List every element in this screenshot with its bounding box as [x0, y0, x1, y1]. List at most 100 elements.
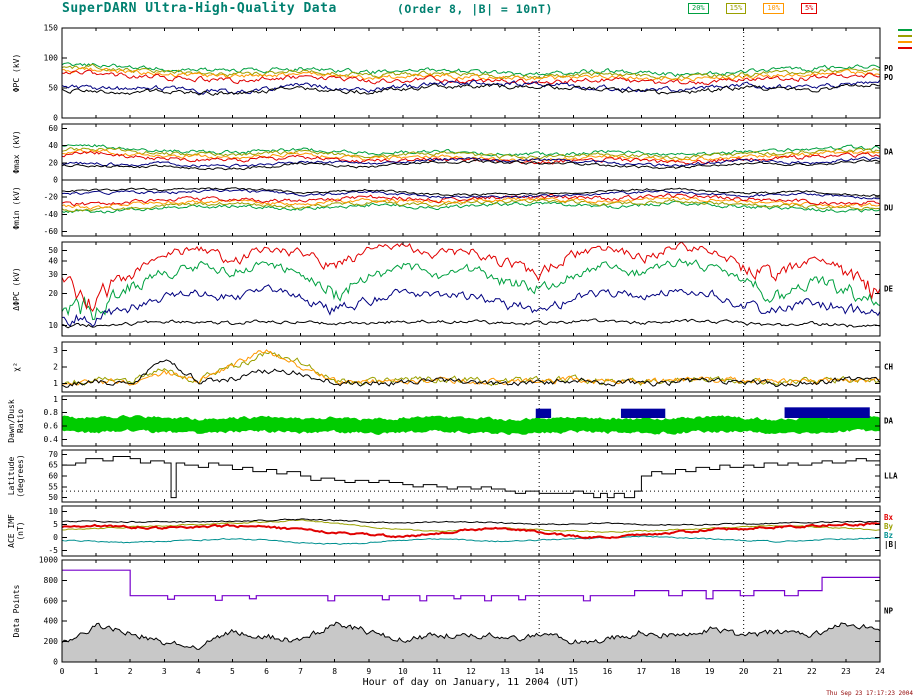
x-tick-label: 6 [264, 667, 269, 676]
right-label: DU [884, 204, 894, 213]
x-tick-label: 8 [332, 667, 337, 676]
panel-frame [61, 505, 881, 557]
x-tick-label: 1 [94, 667, 99, 676]
right-label: DE [884, 285, 894, 294]
series-chi [61, 359, 881, 388]
panel-phi-max: 0 20 40 60 DA [48, 123, 894, 185]
y-tick-label: 1000 [39, 556, 58, 565]
y-tick-label: 50 [48, 246, 58, 255]
percent-legend: 20% 15% 10% 5% [688, 3, 818, 14]
x-tick-label: 14 [534, 667, 544, 676]
y-tick-label: 0 [53, 176, 58, 185]
y-tick-label: 0 [53, 533, 58, 542]
x-tick-label: 13 [500, 667, 510, 676]
right-label: DA [884, 148, 894, 157]
y-tick-label: 100 [44, 54, 59, 63]
series-15pct [61, 63, 881, 81]
x-tick-label: 24 [875, 667, 885, 676]
series-model-a [61, 284, 881, 328]
y-tick-label: 5 [53, 520, 58, 529]
series-ratio-band [62, 414, 880, 435]
right-label: DA [884, 417, 894, 426]
x-tick-label: 0 [60, 667, 65, 676]
x-tick-label: 17 [637, 667, 647, 676]
ylabel-latitude: Latitude (degrees) [7, 454, 25, 498]
y-tick-label: 1 [53, 395, 58, 404]
y-tick-label: 800 [44, 576, 59, 585]
series-5pct [61, 193, 881, 207]
panel-phi-min: -60 -40 -20 DU [44, 179, 894, 237]
y-tick-label: 40 [48, 256, 58, 265]
panel-dawn-dusk: 0.4 0.6 0.8 1 DA [44, 395, 894, 447]
series-Bx [61, 535, 881, 545]
right-label: CH [884, 363, 894, 372]
y-tick-label: 200 [44, 637, 59, 646]
y-tick-label: 70 [48, 450, 58, 459]
x-tick-label: 5 [230, 667, 235, 676]
series-Bz [61, 522, 881, 540]
legend-item-20pct: 20% [688, 3, 709, 14]
panel-frame [61, 449, 881, 503]
x-tick-label: 2 [128, 667, 133, 676]
series-5pct [61, 69, 881, 86]
series-model-a [61, 156, 881, 168]
ylabel-phi-max: Φmax (kV) [11, 130, 21, 174]
x-tick-label: 9 [366, 667, 371, 676]
right-label: |B| [884, 540, 898, 550]
x-tick-label: 12 [466, 667, 476, 676]
ylabel-ace-imf: ACE IMF (nT) [7, 514, 25, 548]
x-tick-label: 21 [773, 667, 783, 676]
page-title: SuperDARN Ultra-High-Quality Data [62, 1, 337, 16]
y-tick-label: 50 [48, 84, 58, 93]
series-15pct [61, 147, 881, 160]
series-Bmag [61, 518, 881, 526]
right-label: PO [884, 73, 894, 82]
series-model-a [61, 79, 881, 95]
x-tick-label: 23 [841, 667, 851, 676]
x-tick-label: 19 [705, 667, 715, 676]
y-tick-label: 0.6 [44, 422, 59, 431]
right-label: PO [884, 64, 894, 73]
y-tick-label: 60 [48, 124, 58, 133]
ylabel-dphi-pc: ΔΦPC (kV) [11, 267, 21, 311]
x-tick-label: 7 [298, 667, 303, 676]
y-tick-label: 30 [48, 270, 58, 279]
y-tick-label: 0.8 [44, 408, 59, 417]
y-tick-label: 150 [44, 24, 59, 33]
ylabel-phi-pc: ΦPC (kV) [11, 53, 21, 93]
series-dusk-dominant [784, 407, 870, 418]
ylabel-dawn-dusk: Dawn/Dusk Ratio [7, 399, 25, 443]
x-tick-label: 10 [398, 667, 408, 676]
series-20pct [61, 62, 881, 78]
x-tick-label: 15 [568, 667, 578, 676]
y-tick-label: 2 [53, 363, 58, 372]
y-tick-label: 10 [48, 321, 58, 330]
x-tick-label: 3 [162, 667, 167, 676]
series-15pct [61, 198, 881, 212]
page-subtitle: (Order 8, |B| = 10nT) [397, 2, 553, 16]
y-tick-label: -40 [44, 210, 59, 219]
ylabel-chi-sq: χ² [11, 362, 21, 372]
series-n-vectors [62, 622, 880, 662]
series-n-gridpoints [62, 569, 880, 602]
series-model-b [61, 159, 881, 171]
legend-item-15pct: 15% [725, 3, 747, 14]
x-tick-label: 4 [196, 667, 201, 676]
series-10pct [61, 66, 881, 82]
y-tick-label: 65 [48, 461, 58, 470]
series-dusk-dominant [620, 408, 666, 418]
x-tick-label: 11 [432, 667, 442, 676]
y-tick-label: -60 [44, 227, 59, 236]
ylabel-phi-min: Φmin (kV) [11, 186, 21, 230]
legend-item-10pct: 10% [763, 3, 784, 14]
panel-chi-sq: 1 2 3 CH [53, 341, 894, 393]
x-tick-label: 18 [671, 667, 681, 676]
ylabel-data-points: Data Points [11, 584, 21, 638]
panel-frame [61, 179, 881, 237]
legend-item-5pct: 5% [800, 3, 818, 14]
series-model-b [61, 187, 881, 197]
